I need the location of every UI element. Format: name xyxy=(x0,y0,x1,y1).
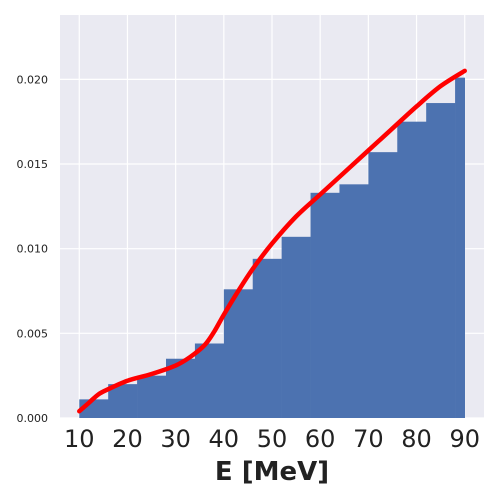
y-axis-ticks: 0.000 0.005 0.010 0.015 0.020 xyxy=(17,73,49,425)
histogram-bar xyxy=(108,384,138,418)
y-tick-label: 0.005 xyxy=(17,327,49,340)
histogram-bar xyxy=(252,258,282,418)
x-tick-label: 90 xyxy=(449,425,480,453)
histogram-bars xyxy=(79,77,466,419)
x-axis-label: E [MeV] xyxy=(215,457,329,487)
histogram-bar xyxy=(310,192,340,418)
histogram-bar xyxy=(397,121,427,419)
histogram-bar xyxy=(426,103,456,419)
histogram-bar xyxy=(194,343,225,418)
x-tick-label: 20 xyxy=(112,425,143,453)
x-axis-ticks: 10 20 30 40 50 60 70 80 90 xyxy=(64,425,480,453)
x-tick-label: 80 xyxy=(401,425,432,453)
y-tick-label: 0.010 xyxy=(17,243,49,256)
histogram-bar xyxy=(368,152,398,418)
x-tick-label: 60 xyxy=(305,425,336,453)
y-tick-label: 0.020 xyxy=(17,73,49,86)
x-tick-label: 50 xyxy=(257,425,288,453)
y-tick-label: 0.000 xyxy=(17,412,49,425)
histogram-bar xyxy=(281,236,311,418)
y-tick-label: 0.015 xyxy=(17,158,49,171)
density-curve xyxy=(77,68,467,414)
x-tick-label: 70 xyxy=(353,425,384,453)
histogram-bar xyxy=(137,375,167,418)
x-tick-label: 40 xyxy=(209,425,240,453)
x-tick-label: 10 xyxy=(64,425,95,453)
histogram-bar xyxy=(339,184,369,418)
x-tick-label: 30 xyxy=(160,425,191,453)
histogram-bar xyxy=(455,77,466,419)
